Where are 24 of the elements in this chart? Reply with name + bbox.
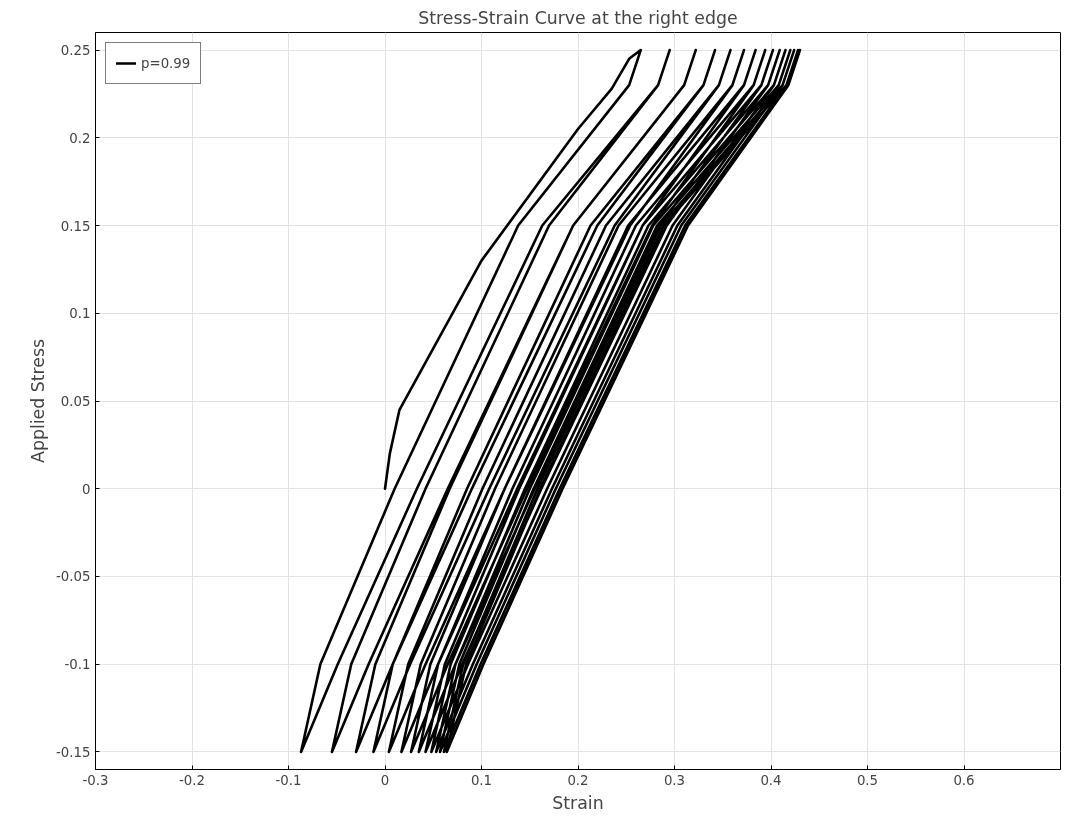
x-tick-label: -0.3 xyxy=(82,772,109,788)
x-tick-label: 0.4 xyxy=(760,772,782,788)
legend-label: p=0.99 xyxy=(141,55,191,71)
x-tick-label: 0.5 xyxy=(856,772,879,788)
x-tick-label: 0.1 xyxy=(470,772,493,788)
y-tick-label: -0.15 xyxy=(56,744,91,760)
x-tick-label: 0.2 xyxy=(567,772,589,788)
x-axis-title: Strain xyxy=(552,792,604,813)
y-tick-label: 0.1 xyxy=(69,306,91,322)
y-tick-label: 0.2 xyxy=(69,130,91,146)
y-tick-label: 0.25 xyxy=(60,43,91,59)
y-tick-label: -0.1 xyxy=(64,657,91,673)
y-tick-label: 0 xyxy=(82,481,91,497)
y-tick-label: 0.15 xyxy=(60,218,91,234)
y-tick-label: 0.05 xyxy=(60,394,91,409)
x-tick-label: 0.6 xyxy=(953,772,975,788)
x-tick-label: -0.2 xyxy=(179,772,206,788)
x-tick-label: -0.1 xyxy=(275,772,302,788)
y-tick-label: -0.05 xyxy=(56,569,91,585)
chart-title: Stress-Strain Curve at the right edge xyxy=(418,7,738,28)
line-series xyxy=(299,48,802,754)
x-tick-label: 0.3 xyxy=(663,772,686,788)
x-tick-label: 0 xyxy=(380,772,390,788)
y-axis-title: Applied Stress xyxy=(28,339,49,463)
